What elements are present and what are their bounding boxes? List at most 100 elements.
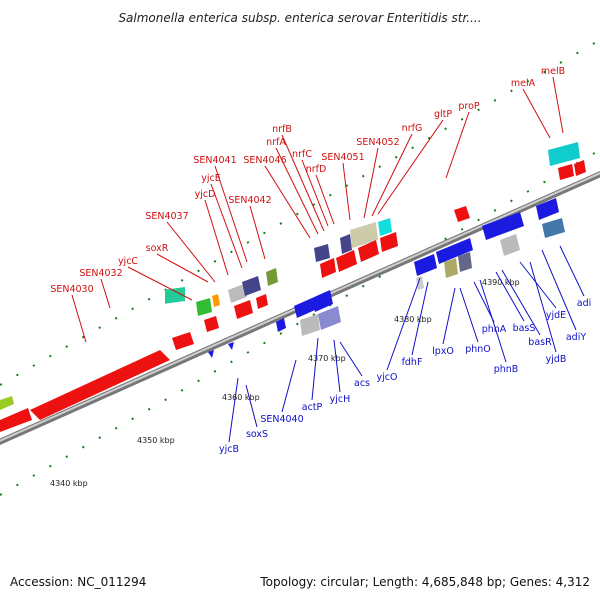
genome-title: Salmonella enterica subsp. enterica sero…: [118, 11, 481, 25]
gene-label[interactable]: nrfA: [266, 137, 286, 148]
gene-block: [358, 240, 379, 262]
gene-block: [414, 254, 437, 276]
gene-label[interactable]: yjcB: [219, 444, 239, 455]
gene-label[interactable]: yjcD: [195, 189, 216, 200]
label-callout-line: [519, 261, 557, 309]
gene-block: [228, 284, 247, 303]
label-callout-line: [264, 165, 311, 239]
label-callout-line: [281, 359, 297, 413]
gene-block: [204, 316, 219, 332]
gene-label[interactable]: SEN4051: [321, 152, 364, 163]
label-callout-line: [228, 377, 239, 443]
gene-label[interactable]: SEN4041: [193, 155, 236, 166]
gene-block: [30, 350, 170, 420]
gene-label[interactable]: SEN4042: [228, 195, 271, 206]
gene-label[interactable]: nrfD: [306, 164, 327, 175]
gene-block: [266, 268, 278, 286]
gene-label[interactable]: basR: [528, 337, 552, 348]
gene-label[interactable]: phnA: [482, 324, 507, 335]
label-callout-line: [363, 147, 379, 219]
gene-block: [340, 234, 352, 254]
gene-label[interactable]: phnO: [465, 344, 491, 355]
gene-label[interactable]: nrfB: [272, 124, 292, 135]
gene-label[interactable]: adiY: [566, 332, 586, 343]
gene-label[interactable]: gltP: [434, 109, 452, 120]
gene-label[interactable]: yjdE: [546, 310, 566, 321]
tick-track-outer: [0, 39, 600, 386]
gene-block: [276, 318, 286, 332]
gene-block: [172, 332, 194, 350]
label-callout-line: [411, 281, 429, 356]
gene-label[interactable]: yjcH: [330, 394, 351, 405]
label-callout-line: [473, 281, 495, 323]
tick-track-inner: [0, 149, 600, 496]
gene-block: [548, 142, 580, 166]
gene-label[interactable]: yjdB: [546, 354, 567, 365]
gene-block: [458, 252, 472, 272]
gene-label[interactable]: SEN4032: [79, 268, 122, 279]
label-callout-line: [386, 277, 421, 371]
gene-label[interactable]: yjcE: [201, 173, 221, 184]
gene-block: [312, 290, 333, 312]
gene-label[interactable]: melB: [541, 66, 565, 77]
gene-label[interactable]: lpxO: [432, 346, 454, 357]
label-callout-line: [479, 279, 507, 363]
label-callout-line: [281, 134, 325, 232]
label-callout-line: [445, 111, 470, 179]
accession-text: Accession: NC_011294: [10, 575, 146, 589]
gene-label[interactable]: melA: [511, 78, 536, 89]
gene-label[interactable]: SEN4037: [145, 211, 188, 222]
label-callout-line: [156, 253, 209, 283]
label-callout-line: [245, 384, 258, 428]
gene-label[interactable]: nrfG: [402, 123, 423, 134]
gene-block: [482, 212, 524, 240]
scale-label: 4390 kbp: [482, 278, 520, 287]
gene-block: [558, 164, 574, 180]
tick-tracks: [0, 39, 600, 496]
gene-block: [165, 286, 185, 304]
label-callout-line: [522, 88, 551, 139]
gene-label[interactable]: adi: [577, 298, 592, 309]
label-callout-line: [210, 183, 243, 269]
gene-label[interactable]: basS: [513, 323, 536, 334]
label-callout-line: [301, 159, 329, 227]
scale-label: 4360 kbp: [222, 393, 260, 402]
gene-label[interactable]: soxS: [246, 429, 268, 440]
gene-block: [454, 206, 470, 222]
label-callout-line: [127, 266, 193, 301]
gene-label[interactable]: SEN4052: [356, 137, 399, 148]
label-callout-line: [559, 245, 585, 297]
gene-label[interactable]: proP: [458, 101, 480, 112]
label-callout-line: [442, 287, 456, 345]
label-callout-line: [541, 249, 577, 331]
topology-text: Topology: circular; Length: 4,685,848 bp…: [259, 575, 590, 589]
gene-block: [416, 276, 424, 290]
gene-label[interactable]: SEN4040: [260, 414, 303, 425]
label-callout-line: [311, 337, 319, 401]
gene-block: [350, 222, 378, 248]
scale-label: 4380 kbp: [394, 315, 432, 324]
gene-label[interactable]: SEN4030: [50, 284, 93, 295]
gene-label[interactable]: nrfC: [292, 149, 312, 160]
gene-label[interactable]: phnB: [494, 364, 519, 375]
gene-block: [314, 244, 330, 262]
gene-label[interactable]: actP: [302, 402, 323, 413]
gene-block: [500, 234, 520, 256]
gene-block: [256, 294, 268, 309]
gene-label[interactable]: acs: [354, 378, 370, 389]
gene-label[interactable]: fdhF: [402, 357, 423, 368]
scale-labels: 4340 kbp 4350 kbp 4360 kbp 4370 kbp 4380…: [50, 278, 520, 488]
gene-label[interactable]: soxR: [146, 243, 169, 254]
gene-block: [574, 160, 586, 176]
gene-label[interactable]: yjcC: [118, 256, 138, 267]
gene-label[interactable]: SEN4046: [243, 155, 286, 166]
gene-label[interactable]: yjcO: [377, 372, 398, 383]
gene-block: [196, 298, 212, 316]
label-callout-line: [275, 147, 319, 235]
gene-block: [542, 218, 565, 238]
scale-label: 4370 kbp: [308, 354, 346, 363]
gene-block: [234, 300, 253, 319]
label-callout-line: [501, 269, 541, 336]
